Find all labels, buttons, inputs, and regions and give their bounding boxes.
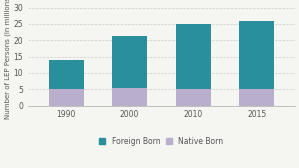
Bar: [176, 89, 211, 106]
Bar: [112, 36, 147, 88]
Bar: [112, 88, 147, 106]
Bar: [49, 60, 84, 89]
Y-axis label: Number of LEP Persons (in millions): Number of LEP Persons (in millions): [4, 0, 11, 119]
Bar: [49, 89, 84, 106]
Bar: [176, 24, 211, 89]
Legend: Foreign Born, Native Born: Foreign Born, Native Born: [96, 134, 227, 149]
Bar: [239, 89, 274, 106]
Bar: [239, 21, 274, 89]
